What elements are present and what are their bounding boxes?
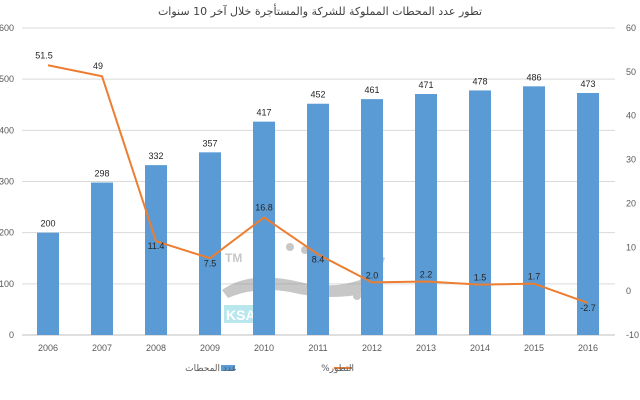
x-axis-tick: 2006	[38, 343, 58, 353]
chart-title: تطور عدد المحطات المملوكة للشركة والمستأ…	[158, 3, 482, 18]
left-axis-tick: 600	[0, 23, 14, 33]
x-axis-tick: 2013	[416, 343, 436, 353]
bar	[253, 121, 275, 335]
line-value-label: 49	[93, 61, 103, 71]
bar	[37, 232, 59, 335]
bar-value-label: 478	[472, 76, 487, 86]
left-axis-tick: 100	[0, 279, 14, 289]
legend: عدد المحطات التطور%	[185, 364, 354, 374]
line-labels: 51.5 49 11.4 7.5 16.8 8.4 2.0 2.2 1.5 1.7 -2.7	[35, 50, 596, 313]
line-series	[47, 64, 589, 304]
bar-value-label: 357	[202, 138, 217, 148]
left-axis-tick: 0	[9, 330, 14, 340]
line-value-label: 1.7	[528, 272, 541, 282]
line-value-label: -2.7	[580, 303, 596, 313]
bar	[577, 92, 599, 336]
bar	[91, 182, 113, 335]
line-value-label: 2.0	[366, 270, 379, 280]
bar-value-label: 332	[148, 151, 163, 161]
line-value-label: 7.5	[204, 258, 217, 268]
bar-labels: 200 298 332 357 417 452 461 471 478 486 473	[40, 72, 595, 228]
line-value-label: 16.8	[255, 202, 273, 212]
bar	[361, 99, 383, 335]
bar-value-label: 200	[40, 219, 55, 229]
right-axis-tick: -10	[626, 330, 639, 340]
right-axis-tick: 60	[626, 23, 636, 33]
line-value-label: 51.5	[35, 50, 53, 60]
right-axis: -10 0 10 20 30 40 50 60	[626, 23, 639, 340]
left-axis-tick: 500	[0, 74, 14, 84]
line-value-label: 11.4	[148, 241, 165, 251]
watermark-tm: TM	[225, 251, 242, 265]
bar	[307, 103, 329, 335]
x-axis-tick: 2016	[578, 343, 598, 353]
x-axis-tick: 2010	[254, 343, 274, 353]
legend-bar-swatch-icon	[221, 365, 235, 371]
bar-value-label: 298	[94, 169, 109, 179]
legend-bar-label: عدد المحطات	[185, 364, 237, 374]
bar	[469, 90, 491, 335]
right-axis-tick: 40	[626, 111, 636, 121]
line-value-label: 8.4	[312, 254, 325, 264]
watermark-ksa: KSA	[226, 307, 256, 323]
right-axis-tick: 50	[626, 67, 636, 77]
bar-value-label: 461	[364, 85, 379, 95]
x-axis-tick: 2012	[362, 343, 382, 353]
x-axis-tick: 2014	[470, 343, 490, 353]
right-axis-tick: 10	[626, 242, 636, 252]
bar-value-label: 417	[256, 108, 271, 118]
watermark-arabic-glyph-icon	[222, 250, 385, 298]
bar-value-label: 486	[526, 72, 541, 82]
left-axis-tick: 300	[0, 177, 14, 187]
x-axis-tick: 2009	[200, 343, 220, 353]
bar	[415, 94, 437, 335]
right-axis-tick: 0	[626, 286, 631, 296]
bar-value-label: 473	[580, 79, 595, 89]
right-axis-tick: 30	[626, 155, 636, 165]
left-axis-tick: 200	[0, 228, 14, 238]
bar	[145, 165, 167, 335]
right-axis-tick: 20	[626, 198, 636, 208]
x-axis-tick: 2015	[524, 343, 544, 353]
watermark-logo: TM KSA	[222, 243, 385, 323]
x-axis-tick: 2007	[92, 343, 112, 353]
x-axis: 2006 2007 2008 2009 2010 2011 2012 2013 2014 2015…	[38, 343, 598, 353]
watermark-ksa-box	[224, 305, 256, 323]
bar-series	[37, 86, 599, 336]
line-value-label: 2.2	[420, 269, 433, 279]
bar	[523, 86, 545, 335]
bar-value-label: 452	[310, 90, 325, 100]
legend-line-label: التطور%	[321, 364, 354, 374]
line-value-label: 1.5	[474, 273, 487, 283]
x-axis-tick: 2008	[146, 343, 166, 353]
line-path	[47, 64, 589, 304]
bar-value-label: 471	[418, 80, 433, 90]
bar	[199, 152, 221, 335]
x-axis-tick: 2011	[308, 343, 327, 353]
left-axis-tick: 400	[0, 125, 14, 135]
left-axis: 0 100 200 300 400 500 600	[0, 23, 14, 340]
